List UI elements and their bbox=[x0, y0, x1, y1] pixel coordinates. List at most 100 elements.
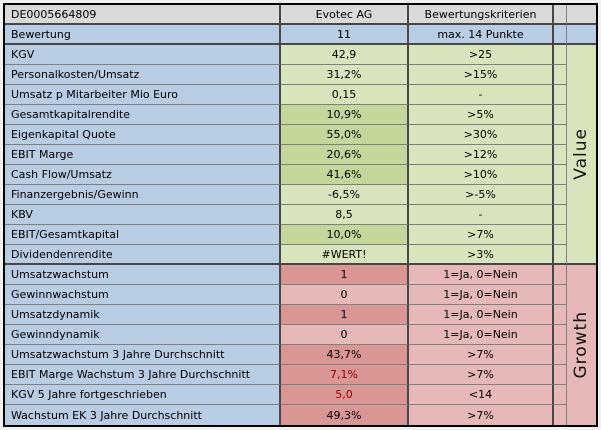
metric-value-cell[interactable]: 7,1% bbox=[281, 365, 409, 385]
metric-value-cell[interactable]: 49,3% bbox=[281, 405, 409, 425]
row-spacer-cell[interactable] bbox=[554, 365, 567, 385]
metric-criteria-cell[interactable]: >7% bbox=[409, 365, 554, 385]
score-label-cell[interactable]: Bewertung bbox=[5, 25, 281, 45]
cell-text: 7,1% bbox=[330, 368, 358, 381]
row-spacer-cell[interactable] bbox=[554, 385, 567, 405]
metric-label-cell[interactable]: Gewinnwachstum bbox=[5, 285, 281, 305]
metric-label-cell[interactable]: Personalkosten/Umsatz bbox=[5, 65, 281, 85]
cell-text: >7% bbox=[467, 408, 494, 422]
metric-value-cell[interactable]: 41,6% bbox=[281, 165, 409, 185]
metric-value-cell[interactable]: 10,0% bbox=[281, 225, 409, 245]
metric-criteria-cell[interactable]: >25 bbox=[409, 45, 554, 65]
metric-label-cell[interactable]: KBV bbox=[5, 205, 281, 225]
metric-criteria-cell[interactable]: <14 bbox=[409, 385, 554, 405]
metric-criteria-cell[interactable]: >7% bbox=[409, 345, 554, 365]
score-band-cell[interactable] bbox=[567, 25, 596, 45]
row-spacer-cell[interactable] bbox=[554, 105, 567, 125]
cell-text: KGV 5 Jahre fortgeschrieben bbox=[11, 388, 167, 401]
cell-text: Umsatzwachstum 3 Jahre Durchschnitt bbox=[11, 348, 225, 361]
metric-value-cell[interactable]: 1 bbox=[281, 305, 409, 325]
metric-label-cell[interactable]: Umsatz p Mitarbeiter Mio Euro bbox=[5, 85, 281, 105]
metric-criteria-cell[interactable]: - bbox=[409, 205, 554, 225]
cell-text: >3% bbox=[467, 247, 494, 261]
row-spacer-cell[interactable] bbox=[554, 185, 567, 205]
row-spacer-cell[interactable] bbox=[554, 65, 567, 85]
row-spacer-cell[interactable] bbox=[554, 345, 567, 365]
cell-text: max. 14 Punkte bbox=[437, 27, 524, 41]
cell-text: 8,5 bbox=[335, 208, 353, 221]
metric-value-cell[interactable]: 5,0 bbox=[281, 385, 409, 405]
metric-criteria-cell[interactable]: >5% bbox=[409, 105, 554, 125]
row-spacer-cell[interactable] bbox=[554, 165, 567, 185]
growth-band-cell[interactable]: Growth bbox=[567, 265, 596, 425]
metric-value-cell[interactable]: 0 bbox=[281, 325, 409, 345]
header-band-cell[interactable] bbox=[567, 5, 596, 25]
metric-criteria-cell[interactable]: >7% bbox=[409, 405, 554, 425]
row-spacer-cell[interactable] bbox=[554, 405, 567, 425]
cell-text: 41,6% bbox=[326, 168, 362, 181]
metric-criteria-cell[interactable]: 1=Ja, 0=Nein bbox=[409, 305, 554, 325]
value-band-cell[interactable]: Value bbox=[567, 45, 596, 265]
row-spacer-cell[interactable] bbox=[554, 305, 567, 325]
metric-criteria-cell[interactable]: >10% bbox=[409, 165, 554, 185]
score-criteria-cell[interactable]: max. 14 Punkte bbox=[409, 25, 554, 45]
metric-value-cell[interactable]: 0 bbox=[281, 285, 409, 305]
metric-label-cell[interactable]: EBIT/Gesamtkapital bbox=[5, 225, 281, 245]
metric-label-cell[interactable]: EBIT Marge bbox=[5, 145, 281, 165]
metric-value-cell[interactable]: 55,0% bbox=[281, 125, 409, 145]
row-spacer-cell[interactable] bbox=[554, 145, 567, 165]
row-spacer-cell[interactable] bbox=[554, 85, 567, 105]
metric-criteria-cell[interactable]: - bbox=[409, 85, 554, 105]
header-spacer-cell[interactable] bbox=[554, 5, 567, 25]
value-band-label: Value bbox=[571, 128, 591, 180]
row-spacer-cell[interactable] bbox=[554, 125, 567, 145]
metric-label-cell[interactable]: Eigenkapital Quote bbox=[5, 125, 281, 145]
metric-value-cell[interactable]: #WERT! bbox=[281, 245, 409, 265]
metric-label-cell[interactable]: Umsatzwachstum 3 Jahre Durchschnitt bbox=[5, 345, 281, 365]
score-value-cell[interactable]: 11 bbox=[281, 25, 409, 45]
metric-value-cell[interactable]: 1 bbox=[281, 265, 409, 285]
metric-value-cell[interactable]: 10,9% bbox=[281, 105, 409, 125]
cell-text: EBIT Marge Wachstum 3 Jahre Durchschnitt bbox=[11, 368, 251, 381]
row-spacer-cell[interactable] bbox=[554, 45, 567, 65]
row-spacer-cell[interactable] bbox=[554, 325, 567, 345]
metric-label-cell[interactable]: Wachstum EK 3 Jahre Durchschnitt bbox=[5, 405, 281, 425]
row-spacer-cell[interactable] bbox=[554, 265, 567, 285]
row-spacer-cell[interactable] bbox=[554, 205, 567, 225]
metric-criteria-cell[interactable]: >12% bbox=[409, 145, 554, 165]
header-company-cell[interactable]: Evotec AG bbox=[281, 5, 409, 25]
metric-label-cell[interactable]: Gesamtkapitalrendite bbox=[5, 105, 281, 125]
metric-criteria-cell[interactable]: 1=Ja, 0=Nein bbox=[409, 265, 554, 285]
metric-label-cell[interactable]: Gewinndynamik bbox=[5, 325, 281, 345]
metric-value-cell[interactable]: -6,5% bbox=[281, 185, 409, 205]
cell-text: Evotec AG bbox=[315, 7, 373, 21]
metric-value-cell[interactable]: 42,9 bbox=[281, 45, 409, 65]
metric-criteria-cell[interactable]: >-5% bbox=[409, 185, 554, 205]
metric-label-cell[interactable]: Cash Flow/Umsatz bbox=[5, 165, 281, 185]
cell-text: >12% bbox=[463, 148, 498, 161]
metric-value-cell[interactable]: 8,5 bbox=[281, 205, 409, 225]
metric-criteria-cell[interactable]: >7% bbox=[409, 225, 554, 245]
metric-criteria-cell[interactable]: 1=Ja, 0=Nein bbox=[409, 285, 554, 305]
metric-label-cell[interactable]: EBIT Marge Wachstum 3 Jahre Durchschnitt bbox=[5, 365, 281, 385]
row-spacer-cell[interactable] bbox=[554, 225, 567, 245]
metric-label-cell[interactable]: KGV 5 Jahre fortgeschrieben bbox=[5, 385, 281, 405]
metric-label-cell[interactable]: Dividendenrendite bbox=[5, 245, 281, 265]
metric-value-cell[interactable]: 43,7% bbox=[281, 345, 409, 365]
row-spacer-cell[interactable] bbox=[554, 245, 567, 265]
metric-value-cell[interactable]: 20,6% bbox=[281, 145, 409, 165]
metric-criteria-cell[interactable]: 1=Ja, 0=Nein bbox=[409, 325, 554, 345]
metric-value-cell[interactable]: 0,15 bbox=[281, 85, 409, 105]
score-spacer-cell[interactable] bbox=[554, 25, 567, 45]
header-isin-cell[interactable]: DE0005664809 bbox=[5, 5, 281, 25]
row-spacer-cell[interactable] bbox=[554, 285, 567, 305]
metric-value-cell[interactable]: 31,2% bbox=[281, 65, 409, 85]
metric-label-cell[interactable]: Umsatzdynamik bbox=[5, 305, 281, 325]
metric-criteria-cell[interactable]: >3% bbox=[409, 245, 554, 265]
metric-label-cell[interactable]: Umsatzwachstum bbox=[5, 265, 281, 285]
metric-criteria-cell[interactable]: >15% bbox=[409, 65, 554, 85]
header-criteria-cell[interactable]: Bewertungskriterien bbox=[409, 5, 554, 25]
metric-label-cell[interactable]: Finanzergebnis/Gewinn bbox=[5, 185, 281, 205]
metric-criteria-cell[interactable]: >30% bbox=[409, 125, 554, 145]
metric-label-cell[interactable]: KGV bbox=[5, 45, 281, 65]
